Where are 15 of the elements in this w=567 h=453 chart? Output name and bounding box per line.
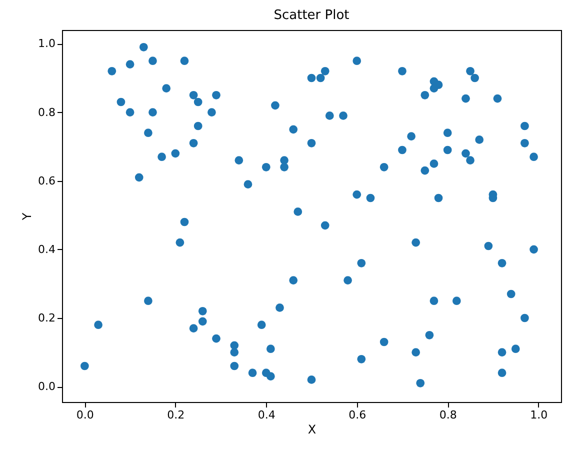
y-tick-label: 0.0 <box>38 380 56 394</box>
x-tick-label: 0.6 <box>348 408 366 422</box>
y-tick-label: 1.0 <box>38 37 56 50</box>
y-axis-title: Y <box>20 212 34 222</box>
chart-title: Scatter Plot <box>274 8 350 23</box>
y-tick-label: 0.8 <box>38 106 56 119</box>
x-tick-label: 0.2 <box>167 408 185 422</box>
y-tick-label: 0.6 <box>38 174 56 188</box>
x-tick-label: 0.0 <box>76 408 94 422</box>
x-tick-label: 0.8 <box>439 408 457 422</box>
x-tick-label: 0.4 <box>258 408 276 422</box>
y-tick-label: 0.4 <box>38 242 56 256</box>
y-tick-label: 0.2 <box>38 312 56 324</box>
x-axis-title: X <box>308 422 316 436</box>
x-tick-label: 1.0 <box>530 408 548 422</box>
